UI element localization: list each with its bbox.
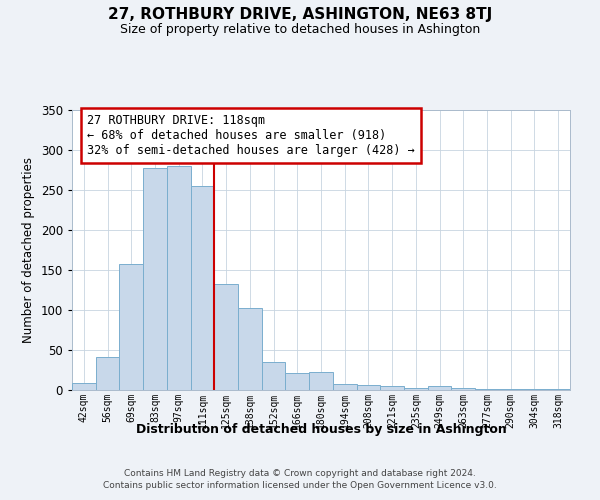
Bar bbox=[167, 166, 191, 390]
Bar bbox=[475, 389, 499, 390]
Bar bbox=[262, 362, 286, 390]
Bar bbox=[191, 186, 214, 390]
Bar bbox=[143, 168, 167, 390]
Bar bbox=[96, 357, 119, 390]
Text: 27 ROTHBURY DRIVE: 118sqm
← 68% of detached houses are smaller (918)
32% of semi: 27 ROTHBURY DRIVE: 118sqm ← 68% of detac… bbox=[87, 114, 415, 157]
Text: Size of property relative to detached houses in Ashington: Size of property relative to detached ho… bbox=[120, 22, 480, 36]
Y-axis label: Number of detached properties: Number of detached properties bbox=[22, 157, 35, 343]
Bar bbox=[428, 386, 451, 390]
Bar bbox=[333, 384, 356, 390]
Text: 27, ROTHBURY DRIVE, ASHINGTON, NE63 8TJ: 27, ROTHBURY DRIVE, ASHINGTON, NE63 8TJ bbox=[108, 8, 492, 22]
Text: Contains HM Land Registry data © Crown copyright and database right 2024.: Contains HM Land Registry data © Crown c… bbox=[124, 468, 476, 477]
Bar bbox=[72, 383, 96, 390]
Bar bbox=[238, 308, 262, 390]
Bar bbox=[499, 389, 523, 390]
Bar bbox=[380, 386, 404, 390]
Bar bbox=[214, 284, 238, 390]
Bar bbox=[119, 264, 143, 390]
Bar bbox=[356, 385, 380, 390]
Text: Contains public sector information licensed under the Open Government Licence v3: Contains public sector information licen… bbox=[103, 481, 497, 490]
Text: Distribution of detached houses by size in Ashington: Distribution of detached houses by size … bbox=[136, 422, 506, 436]
Bar bbox=[451, 388, 475, 390]
Bar bbox=[546, 389, 570, 390]
Bar bbox=[309, 372, 333, 390]
Bar bbox=[523, 389, 546, 390]
Bar bbox=[286, 373, 309, 390]
Bar bbox=[404, 388, 428, 390]
